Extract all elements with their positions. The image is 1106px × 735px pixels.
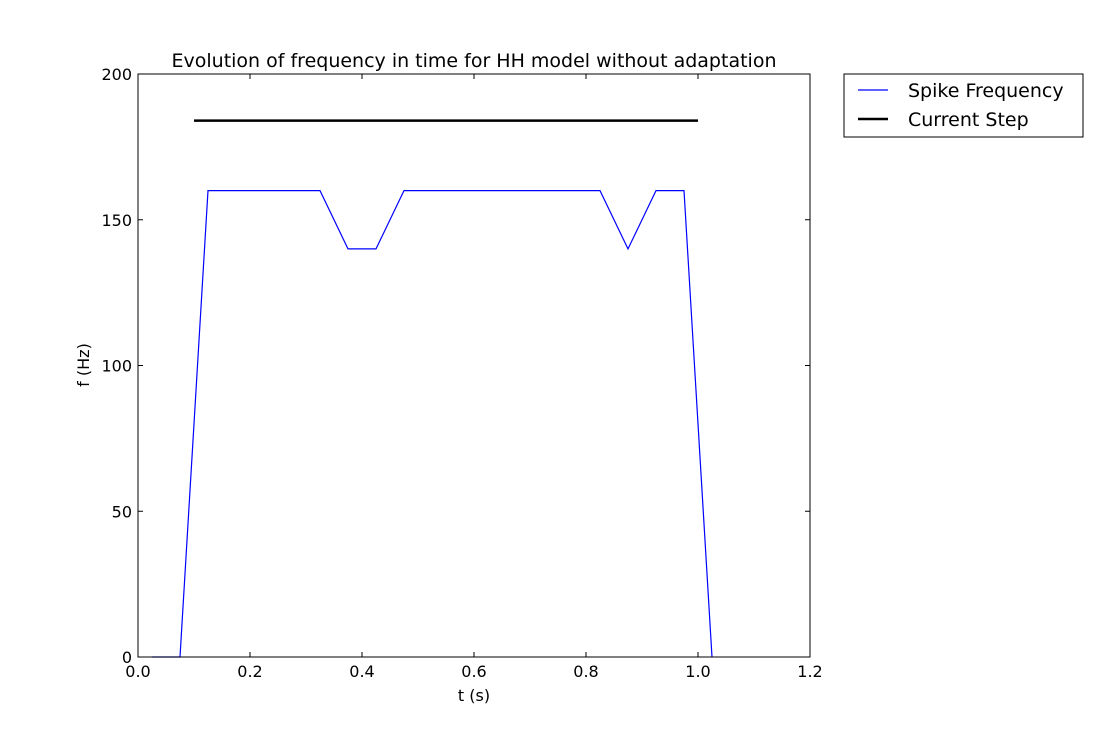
plot-frame bbox=[137, 73, 811, 658]
y-axis-label: f (Hz) bbox=[74, 343, 93, 387]
plot-area: 0.0 0.2 0.4 0.6 0.8 1.0 1.2 0 50 100 150 200 bbox=[101, 65, 822, 681]
y-tick-label: 0 bbox=[122, 648, 132, 667]
legend: Spike Frequency Current Step bbox=[843, 73, 1084, 138]
y-tick-label: 150 bbox=[101, 211, 132, 230]
y-tick-label: 200 bbox=[101, 65, 132, 84]
x-tick-label: 0.8 bbox=[573, 662, 598, 681]
x-tick-label: 1.2 bbox=[797, 662, 822, 681]
series-line-spike-frequency bbox=[152, 190, 713, 658]
x-tick-label: 0.2 bbox=[237, 662, 262, 681]
x-tick-label: 1.0 bbox=[685, 662, 710, 681]
chart-title: Evolution of frequency in time for HH mo… bbox=[172, 50, 777, 72]
x-axis-label: t (s) bbox=[458, 686, 490, 705]
legend-box bbox=[843, 73, 1084, 138]
legend-label: Spike Frequency bbox=[908, 80, 1064, 102]
y-tick-label: 50 bbox=[112, 502, 132, 521]
x-tick-label: 0.4 bbox=[349, 662, 374, 681]
x-tick-label: 0.0 bbox=[125, 662, 150, 681]
legend-label: Current Step bbox=[908, 109, 1029, 131]
x-tick-label: 0.6 bbox=[461, 662, 486, 681]
y-tick-label: 100 bbox=[101, 357, 132, 376]
